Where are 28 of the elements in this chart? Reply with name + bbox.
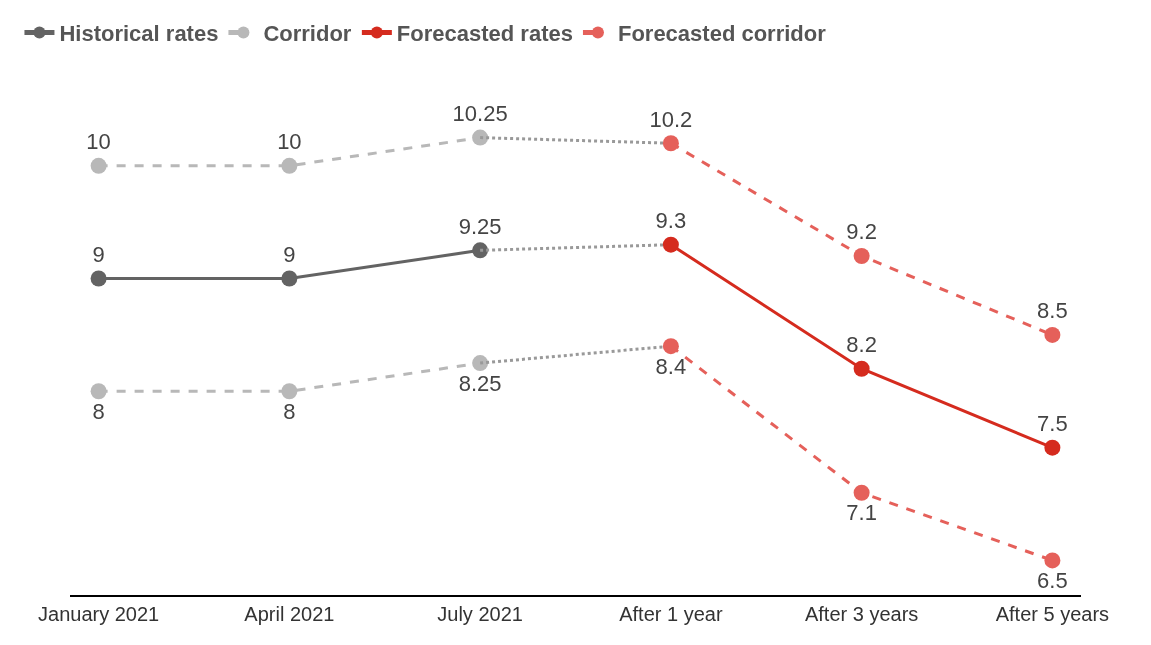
x-tick-label: April 2021 [244,603,335,625]
data-label: 8 [92,398,105,424]
data-label: 9.3 [655,208,687,234]
data-label: 9 [92,242,105,268]
data-label: 8.5 [1037,298,1068,324]
x-tick-label: January 2021 [38,603,160,625]
data-label: 8 [283,398,296,424]
x-tick-label: After 5 years [995,603,1110,625]
data-label: 9 [283,242,296,268]
legend-label: Historical rates [59,21,219,47]
legend-label: Forecasted corridor [617,21,827,47]
data-label: 9.25 [458,213,502,239]
data-label: 7.1 [846,500,877,526]
data-label: 8.25 [458,370,502,396]
x-tick-label: After 3 years [804,603,919,625]
x-tick-label: After 1 year [619,603,723,625]
data-label: 8.2 [846,332,877,358]
data-label: 6.5 [1037,567,1068,593]
data-label: 10.25 [452,101,508,127]
data-label: 10 [277,129,302,155]
data-label: 10 [86,129,111,155]
data-label: 7.5 [1037,411,1068,437]
data-label: 9.2 [846,219,877,245]
legend-label: Forecasted rates [396,21,573,47]
x-tick-label: July 2021 [437,603,523,625]
data-label: 10.2 [649,106,693,132]
legend-label: Corridor [263,21,352,47]
data-label: 8.4 [655,353,687,379]
